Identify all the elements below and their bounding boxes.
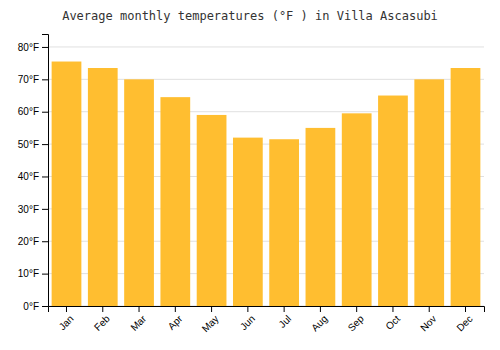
y-tick: 50°F: [18, 139, 48, 150]
x-tick-label: May: [200, 313, 221, 334]
y-tick: 10°F: [18, 268, 48, 279]
x-tick-mark: [211, 306, 212, 312]
bar: [342, 113, 372, 306]
x-tick: Nov: [418, 306, 438, 333]
y-tick-label: 30°F: [18, 204, 39, 215]
bar: [52, 62, 82, 306]
y-tick-label: 0°F: [23, 301, 39, 312]
y-tick: 80°F: [18, 42, 48, 53]
x-tick-label: Jun: [238, 313, 257, 332]
y-tick-mark: [42, 176, 48, 177]
x-axis-line: [49, 307, 485, 313]
x-tick-mark: [247, 306, 248, 312]
y-tick-mark: [42, 306, 48, 307]
x-tick: May: [200, 306, 221, 334]
y-tick-label: 40°F: [18, 171, 39, 182]
y-tick-mark: [42, 47, 48, 48]
x-tick-label: Apr: [166, 313, 185, 332]
bar: [160, 97, 190, 306]
y-tick-mark: [42, 209, 48, 210]
x-tick-mark: [284, 306, 285, 312]
x-tick-mark: [102, 306, 103, 312]
x-tick-mark: [356, 306, 357, 312]
x-tick: Jan: [57, 306, 76, 332]
x-tick-mark: [320, 306, 321, 312]
x-axis: Jan Feb Mar Apr May Jun Jul Aug Sep Oct Nov Dec: [49, 306, 485, 334]
x-tick: Jul: [277, 306, 294, 330]
y-tick-label: 20°F: [18, 236, 39, 247]
y-tick-mark: [42, 112, 48, 113]
x-tick: Feb: [92, 306, 112, 333]
x-tick-label: Feb: [92, 313, 112, 333]
x-tick-mark: [139, 306, 140, 312]
bar: [124, 79, 154, 306]
bar: [414, 79, 444, 306]
grid-line: [48, 46, 484, 47]
bars: [52, 62, 481, 306]
bar: [269, 139, 299, 306]
bar: [306, 128, 336, 306]
bar: [197, 115, 227, 306]
x-tick-label: Mar: [128, 313, 148, 333]
y-tick-label: 80°F: [18, 42, 39, 53]
x-tick-label: Aug: [309, 313, 329, 333]
chart-svg: 0°F 10°F 20°F 30°F 40°F 50°F 60°F 70°F 80°F Jan Fe…: [0, 0, 500, 350]
y-tick-mark: [42, 274, 48, 275]
x-tick-label: Jan: [57, 313, 76, 332]
bar: [378, 96, 408, 306]
y-tick: 70°F: [18, 74, 48, 85]
x-tick: Dec: [454, 306, 474, 333]
y-tick-mark: [42, 144, 48, 145]
bar: [233, 138, 263, 306]
y-axis: 0°F 10°F 20°F 30°F 40°F 50°F 60°F 70°F 80°F: [18, 35, 49, 312]
y-tick-label: 50°F: [18, 139, 39, 150]
x-tick-label: Oct: [383, 313, 402, 332]
x-tick-mark: [465, 306, 466, 312]
y-tick: 60°F: [18, 106, 48, 117]
y-tick: 40°F: [18, 171, 48, 182]
plot-area: 0°F 10°F 20°F 30°F 40°F 50°F 60°F 70°F 80°F Jan Fe…: [18, 35, 485, 335]
x-tick-mark: [392, 306, 393, 312]
x-tick-mark: [175, 306, 176, 312]
chart-container: 0°F 10°F 20°F 30°F 40°F 50°F 60°F 70°F 80°F Jan Fe…: [0, 0, 500, 350]
x-tick-label: Nov: [418, 313, 438, 333]
y-tick-mark: [42, 79, 48, 80]
y-axis-line: [42, 35, 49, 307]
x-tick-label: Jul: [277, 313, 294, 330]
x-tick: Apr: [166, 306, 185, 332]
y-tick: 20°F: [18, 236, 48, 247]
y-tick: 0°F: [23, 301, 48, 312]
grid: [48, 47, 484, 306]
y-tick-label: 70°F: [18, 74, 39, 85]
chart-title: Average monthly temperatures (°F ) in Vi…: [62, 9, 438, 23]
y-tick: 30°F: [18, 204, 48, 215]
x-tick-mark: [429, 306, 430, 312]
y-tick-label: 60°F: [18, 106, 39, 117]
x-tick-mark: [66, 306, 67, 312]
y-tick-label: 10°F: [18, 268, 39, 279]
x-tick: Aug: [309, 306, 329, 333]
x-tick: Oct: [383, 306, 402, 332]
x-tick-label: Dec: [454, 313, 474, 333]
x-tick: Sep: [346, 306, 367, 333]
x-tick-label: Sep: [346, 313, 367, 334]
x-tick: Mar: [128, 306, 148, 333]
bar: [88, 68, 118, 306]
bar: [451, 68, 481, 306]
x-tick: Jun: [238, 306, 257, 332]
y-tick-mark: [42, 241, 48, 242]
